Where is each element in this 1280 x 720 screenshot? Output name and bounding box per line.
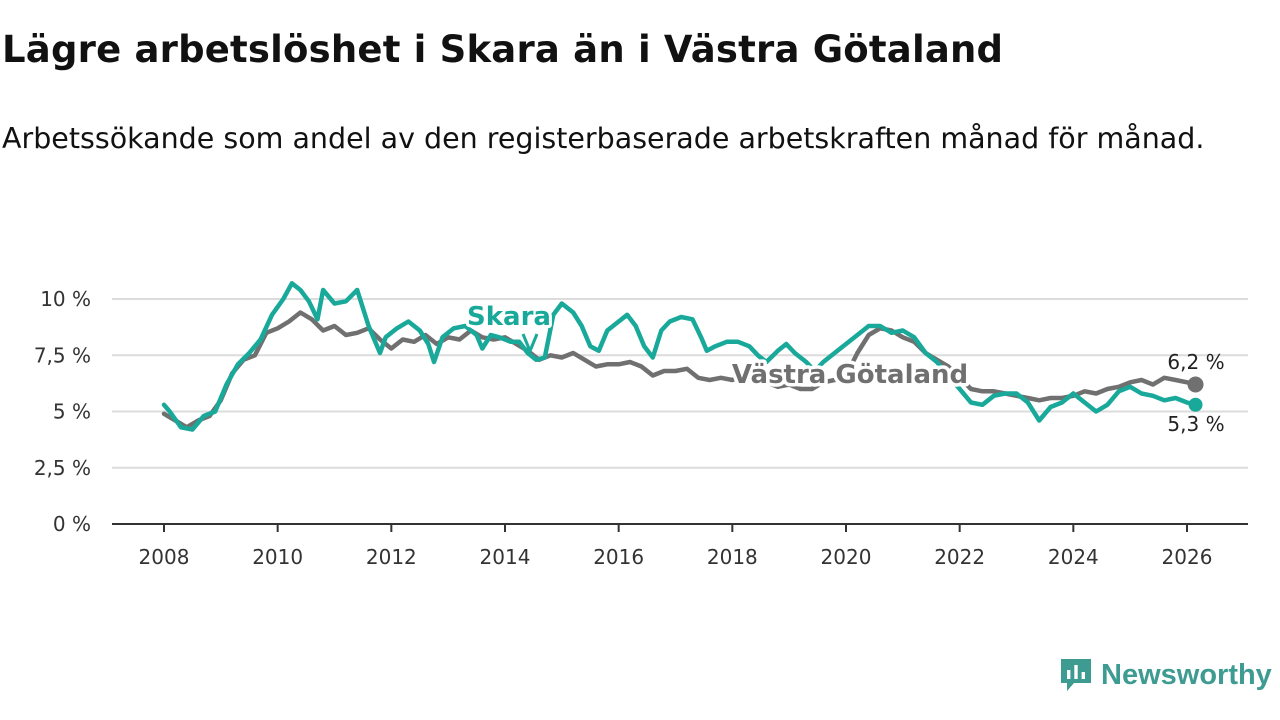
x-tick-label: 2026: [1162, 545, 1213, 569]
series-label-vastra-gotaland: Västra Götaland: [732, 360, 968, 390]
x-axis: 2008 2010 2012 2014 2016 2018 2020 2022 2024 2026: [112, 523, 1248, 569]
y-tick-label: 10 %: [40, 287, 91, 311]
end-label-vastra-gotaland: 6,2 %: [1167, 350, 1224, 374]
x-tick-label: 2016: [593, 545, 644, 569]
x-tick-label: 2014: [480, 545, 531, 569]
series-label-skara-pointer: [521, 333, 539, 353]
series-label-skara: Skara: [467, 302, 551, 332]
brand-name: Newsworthy: [1101, 658, 1272, 691]
x-tick-label: 2008: [139, 545, 190, 569]
series-line-vastra-gotaland: [161, 310, 1198, 430]
y-tick-label: 7,5 %: [34, 343, 91, 367]
x-tick-label: 2010: [252, 545, 303, 569]
newsworthy-logo-icon: [1061, 659, 1091, 691]
x-tick-label: 2012: [366, 545, 417, 569]
end-label-skara: 5,3 %: [1167, 412, 1224, 436]
x-tick-label: 2018: [707, 545, 758, 569]
end-marker-vastra-gotaland: [1187, 376, 1204, 393]
x-tick-label: 2024: [1048, 545, 1099, 569]
y-tick-label: 2,5 %: [34, 456, 91, 480]
x-tick-label: 2020: [821, 545, 872, 569]
y-axis-labels: 0 % 2,5 % 5 % 7,5 % 10 %: [34, 287, 91, 536]
chart-title: Lägre arbetslöshet i Skara än i Västra G…: [2, 28, 1004, 71]
gridlines: [112, 298, 1248, 469]
x-tick-label: 2022: [934, 545, 985, 569]
brand: Newsworthy: [1059, 655, 1272, 695]
chart-subtitle: Arbetssökande som andel av den registerb…: [2, 122, 1205, 155]
series-line-skara: [161, 281, 1198, 432]
end-marker-skara: [1188, 397, 1203, 412]
series-lines: [161, 281, 1204, 432]
series-labels: 6,2 % 5,3 % Skara Västra Götaland: [464, 299, 1225, 436]
y-tick-label: 0 %: [53, 512, 91, 536]
y-tick-label: 5 %: [53, 400, 91, 424]
